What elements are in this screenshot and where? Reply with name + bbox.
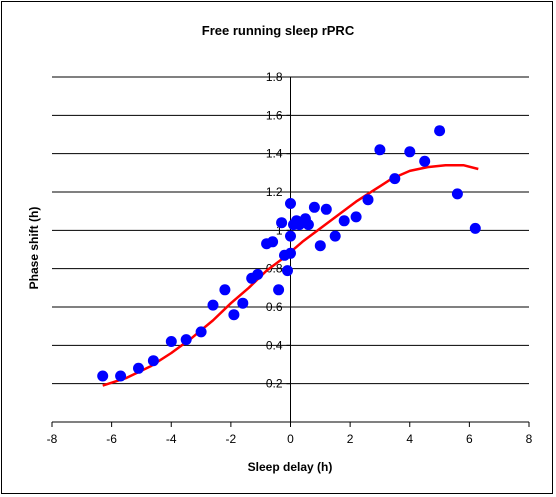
data-point [469, 222, 481, 234]
x-axis-label: Sleep delay (h) [248, 460, 333, 474]
data-point [314, 240, 326, 252]
y-tick-label: 1.4 [266, 147, 283, 161]
data-point [350, 211, 362, 223]
data-point [285, 247, 296, 259]
data-point [147, 355, 159, 367]
data-point [285, 198, 296, 209]
y-tick-label: 1.2 [266, 185, 283, 199]
data-point [273, 284, 285, 296]
data-point [419, 155, 431, 167]
x-tick-label: -2 [226, 432, 237, 446]
data-point [282, 265, 293, 277]
data-point [404, 146, 416, 158]
data-point [451, 188, 463, 200]
x-tick-label: 8 [526, 432, 533, 446]
x-tick-label: 6 [466, 432, 473, 446]
tick-labels: 0.2 0.4 0.6 0.8 1 1.2 1.4 1.6 1.8 -8 -6 -4 -2 0 2 4 6 8 [47, 70, 533, 446]
y-tick-label: 0.4 [266, 338, 283, 352]
data-point [115, 370, 127, 382]
data-point [362, 194, 374, 206]
fit-curve [102, 163, 479, 387]
data-point [267, 236, 279, 248]
y-tick-label: 1 [276, 223, 283, 237]
data-point [237, 297, 249, 309]
y-tick-label: 0.8 [266, 262, 283, 276]
chart-title: Free running sleep rPRC [202, 23, 355, 38]
x-tick-label: 0 [287, 432, 294, 446]
x-tick-label: 2 [347, 432, 354, 446]
x-tick-label: -8 [47, 432, 58, 446]
x-tick-label: -6 [106, 432, 117, 446]
x-tick-label: 4 [406, 432, 413, 446]
data-point [219, 284, 231, 296]
y-axis-label: Phase shift (h) [27, 207, 41, 290]
data-point [228, 309, 240, 321]
data-point [308, 201, 320, 213]
y-tick-label: 0.2 [266, 377, 283, 391]
data-point [389, 173, 401, 185]
x-tick-label: -4 [166, 432, 177, 446]
y-tick-label: 1.8 [266, 70, 283, 84]
data-point [133, 362, 144, 374]
data-points [97, 125, 481, 382]
data-point [320, 203, 332, 215]
data-point [374, 144, 386, 156]
data-point [195, 326, 207, 338]
fit-curve-layer [102, 163, 479, 387]
data-point [207, 299, 219, 311]
data-point [165, 336, 177, 347]
data-point [302, 219, 314, 231]
data-point [329, 230, 341, 242]
data-point [338, 215, 350, 227]
y-tick-label: 1.6 [266, 108, 283, 122]
data-point [180, 334, 192, 346]
data-point [252, 268, 264, 280]
data-point [276, 217, 288, 229]
data-point [285, 230, 296, 242]
data-point [434, 125, 446, 137]
y-tick-label: 0.6 [266, 300, 283, 314]
data-point [97, 370, 109, 382]
